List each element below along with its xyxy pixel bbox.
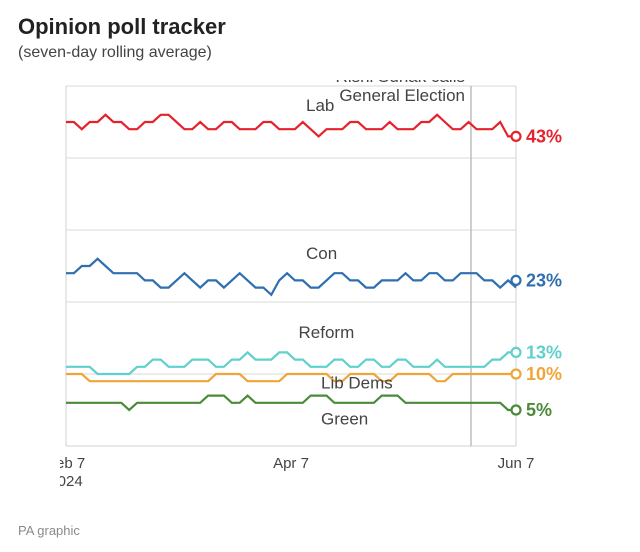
end-label-Con: 23% xyxy=(526,270,562,290)
series-Con xyxy=(66,259,516,295)
end-marker-Reform xyxy=(512,348,521,357)
annotation-text: General Election xyxy=(339,86,465,105)
end-label-LibDems: 10% xyxy=(526,364,562,384)
x-tick-label: Apr 7 xyxy=(273,455,309,472)
series-label-Con: Con xyxy=(306,244,337,263)
chart-subtitle: (seven-day rolling average) xyxy=(0,44,640,62)
series-Reform xyxy=(66,352,516,374)
end-label-Lab: 43% xyxy=(526,126,562,146)
series-LibDems xyxy=(66,374,516,381)
x-tick-label: Feb 7 xyxy=(60,455,85,472)
x-tick-label: Jun 7 xyxy=(498,455,535,472)
end-marker-Lab xyxy=(512,132,521,141)
source-credit: PA graphic xyxy=(18,523,80,538)
end-label-Reform: 13% xyxy=(526,342,562,362)
end-label-Green: 5% xyxy=(526,400,552,420)
chart-svg: 10%20%30%40%50%Feb 72024Apr 7Jun 7Rishi … xyxy=(60,80,620,510)
chart-title: Opinion poll tracker xyxy=(0,0,640,44)
series-label-LibDems: Lib Dems xyxy=(321,373,393,392)
series-Green xyxy=(66,396,516,410)
plot-area: 10%20%30%40%50%Feb 72024Apr 7Jun 7Rishi … xyxy=(60,80,560,460)
end-marker-Green xyxy=(512,406,521,415)
end-marker-Con xyxy=(512,276,521,285)
series-Lab xyxy=(66,115,516,137)
series-label-Lab: Lab xyxy=(306,96,334,115)
end-marker-LibDems xyxy=(512,370,521,379)
series-label-Reform: Reform xyxy=(299,323,355,342)
series-label-Green: Green xyxy=(321,409,368,428)
x-tick-label: 2024 xyxy=(60,473,83,490)
